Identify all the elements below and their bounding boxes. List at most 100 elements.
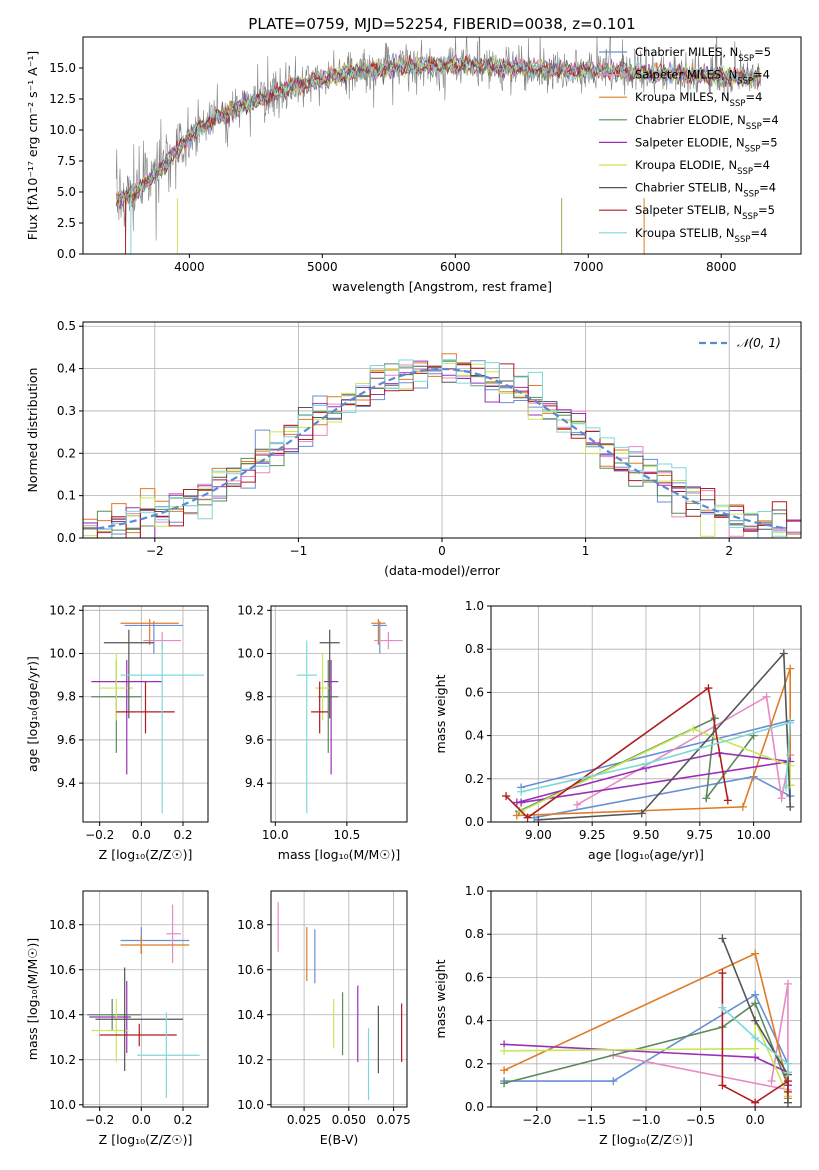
weight-marker <box>783 1087 792 1096</box>
y-tick-label: 9.6 <box>245 733 264 747</box>
weight-marker <box>777 794 786 803</box>
y-tick-label: 0.6 <box>465 685 484 699</box>
y-tick-label: 0.6 <box>465 970 484 984</box>
x-tick-label: 0.2 <box>173 1113 192 1127</box>
weight-marker <box>751 999 760 1008</box>
y-tick-label: 0.4 <box>465 729 484 743</box>
errorbar-point <box>315 653 330 721</box>
x-tick-label: 10.0 <box>262 828 289 842</box>
y-tick-label: 0.8 <box>465 642 484 656</box>
errorbar-point <box>311 681 329 734</box>
weight-marker <box>500 1079 509 1088</box>
axes-frame <box>82 36 802 255</box>
weight-marker <box>751 1044 760 1053</box>
x-axis-label: Z [log₁₀(Z/Z☉)] <box>599 1132 693 1147</box>
weight-marker <box>723 796 732 805</box>
y-tick-label: 0.5 <box>57 319 76 333</box>
y-tick-label: 10.8 <box>49 918 76 932</box>
y-axis-label: age [log₁₀(age/yr)] <box>25 656 40 772</box>
x-tick-label: −1.5 <box>577 1113 606 1127</box>
legend-label: Kroupa ELODIE, NSSP=4 <box>635 158 770 177</box>
plot-area-age-vs-Z <box>83 606 208 822</box>
weight-marker <box>751 1033 760 1042</box>
errorbar-point <box>120 618 179 645</box>
y-tick-label: 0.0 <box>465 815 484 829</box>
errorbar-point <box>120 936 190 954</box>
legend-label-value: =4 <box>745 90 762 104</box>
legend-label: Chabrier STELIB, NSSP=4 <box>635 181 776 200</box>
weight-marker <box>783 979 792 988</box>
y-tick-label: 0.2 <box>465 1057 484 1071</box>
x-tick-label: 0.0 <box>132 1113 151 1127</box>
weight-marker <box>751 1098 760 1107</box>
weight-marker <box>637 809 646 818</box>
weight-marker <box>573 800 582 809</box>
y-axis-label: mass [log₁₀(M/M☉)] <box>25 938 40 1060</box>
errorbar-point <box>319 629 340 719</box>
y-tick-label: 10.6 <box>237 963 264 977</box>
y-tick-label: 10.0 <box>49 123 76 137</box>
errorbar-point <box>124 621 183 654</box>
weight-line-salpeter-stelib <box>505 686 729 819</box>
y-tick-label: 12.5 <box>49 92 76 106</box>
y-tick-label: 0.0 <box>465 1100 484 1114</box>
y-tick-label: 9.4 <box>57 776 76 790</box>
axes-frame <box>82 890 209 1108</box>
legend-label: Salpeter MILES, NSSP=4 <box>635 68 770 87</box>
panel-mass-weight-vs-Z: −2.0 −1.5 −1.0 −0.5 0.0 0.0 0.2 0.4 0.6 0.8 1.0 Z [… <box>433 884 802 1147</box>
plot-area-mass-vs-Z <box>83 891 208 1107</box>
plot-area-mass-weight-vs-age <box>491 606 801 822</box>
weight-marker <box>512 811 521 820</box>
y-tick-label: 0.3 <box>57 404 76 418</box>
weight-marker <box>500 1066 509 1075</box>
y-axis-label: Flux [fλ10⁻¹⁷ erg cm⁻² s⁻¹ A⁻¹] <box>25 51 40 240</box>
y-tick-label: 10.0 <box>49 1098 76 1112</box>
y-tick-label: 0.2 <box>465 772 484 786</box>
y-tick-label: 10.2 <box>237 603 264 617</box>
x-tick-label: −0.2 <box>85 1113 114 1127</box>
x-tick-label: −1.0 <box>631 1113 660 1127</box>
weight-line-kroupa-stelib <box>520 721 792 793</box>
weight-marker <box>523 813 532 822</box>
y-tick-label: 10.0 <box>237 647 264 661</box>
y-axis-label: mass weight <box>433 674 448 753</box>
errorbar-point <box>323 660 339 775</box>
x-tick-label: 9.25 <box>579 828 606 842</box>
legend-label: 𝒩(0, 1) <box>737 336 781 350</box>
y-tick-label: 10.2 <box>49 1053 76 1067</box>
weight-marker <box>786 664 795 673</box>
x-tick-label: 0.075 <box>376 1113 410 1127</box>
plot-area-age-vs-mass <box>271 606 407 822</box>
x-tick-label: 7000 <box>573 260 604 274</box>
legend-label: Chabrier ELODIE, NSSP=4 <box>635 113 779 132</box>
weight-marker <box>767 1077 776 1086</box>
weight-marker <box>702 794 711 803</box>
weight-marker <box>783 1098 792 1107</box>
legend-label-name: Chabrier STELIB, N <box>635 181 743 195</box>
x-axis-label: wavelength [Angstrom, rest frame] <box>332 279 552 294</box>
legend-label-value: =5 <box>758 203 775 217</box>
y-tick-label: 9.8 <box>57 690 76 704</box>
legend-label-value: =4 <box>759 181 776 195</box>
legend-label-sub: SSP <box>743 190 759 200</box>
legend-label-sub: SSP <box>735 235 751 245</box>
x-axis-label: Z [log₁₀(Z/Z☉)] <box>99 1132 193 1147</box>
legend-label-name: Salpeter MILES, N <box>635 68 737 82</box>
y-axis-label: mass weight <box>433 959 448 1038</box>
weight-marker <box>517 798 526 807</box>
weight-line-chabrier-elodie <box>503 1002 789 1086</box>
x-tick-label: 9.00 <box>525 828 552 842</box>
x-axis-label: E(B-V) <box>320 1132 359 1147</box>
x-tick-label: 0.0 <box>132 828 151 842</box>
panel-mass-weight-vs-age: 9.00 9.25 9.50 9.75 10.00 0.0 0.2 0.4 0.6 0.8 1.0 a… <box>433 599 802 862</box>
weight-marker <box>783 1077 792 1086</box>
axes-frame <box>270 605 408 823</box>
x-tick-label: −0.2 <box>85 828 114 842</box>
x-tick-label: 0 <box>438 544 446 558</box>
y-tick-label: 0.8 <box>465 927 484 941</box>
x-axis-label: age [log₁₀(age/yr)] <box>588 847 704 862</box>
y-tick-label: 10.8 <box>237 918 264 932</box>
x-tick-label: 10.5 <box>334 828 361 842</box>
x-tick-label: 0.050 <box>332 1113 366 1127</box>
